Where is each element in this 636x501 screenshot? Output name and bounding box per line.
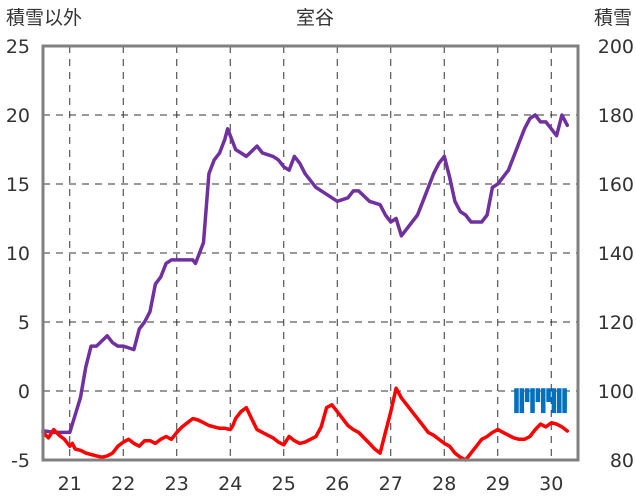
precipitation-bar	[524, 388, 530, 403]
y2-tick-label: 200	[598, 36, 634, 58]
precipitation-bar	[535, 388, 541, 403]
x-tick-label: 21	[58, 473, 82, 495]
x-tick-label: 30	[539, 473, 563, 495]
precipitation-bar	[551, 388, 557, 414]
x-tick-label: 29	[486, 473, 510, 495]
y-tick-label: -5	[11, 450, 30, 472]
y2-tick-label: 100	[598, 381, 634, 403]
gridlines	[43, 46, 578, 460]
y2-tick-label: 140	[598, 243, 634, 265]
left-axis-label: 積雪以外	[6, 7, 82, 29]
precipitation-bar	[519, 388, 525, 414]
y-tick-label: 0	[18, 381, 30, 403]
x-tick-label: 22	[111, 473, 135, 495]
y2-tick-label: 180	[598, 105, 634, 127]
right-axis-label: 積雪	[594, 7, 632, 29]
y-tick-label: 5	[18, 312, 30, 334]
y-tick-label: 20	[6, 105, 30, 127]
y-tick-label: 25	[6, 36, 30, 58]
x-tick-label: 23	[165, 473, 189, 495]
x-tick-label: 26	[325, 473, 349, 495]
snow-depth-line	[41, 113, 570, 435]
y2-tick-label: 80	[610, 450, 634, 472]
y-tick-label: 10	[6, 243, 30, 265]
chart-title: 室谷	[296, 7, 334, 29]
precipitation-bar	[514, 388, 519, 414]
precipitation-bar	[530, 388, 535, 414]
precipitation-bar	[540, 388, 546, 414]
precipitation-bar	[546, 388, 551, 403]
y2-tick-label: 120	[598, 312, 634, 334]
x-tick-label: 25	[272, 473, 296, 495]
series-lines	[41, 113, 570, 462]
x-tick-label: 27	[379, 473, 403, 495]
precipitation-bar	[557, 388, 562, 414]
precipitation-bars	[514, 388, 567, 414]
temperature-line	[41, 386, 570, 462]
precipitation-bar	[562, 388, 567, 414]
x-tick-label: 28	[432, 473, 456, 495]
tick-labels: 25 20 15 10 5 0 -5 200 180 160 140 120 100 80 21 22 23 24…	[6, 36, 634, 495]
y2-tick-label: 160	[598, 174, 634, 196]
x-tick-label: 24	[218, 473, 242, 495]
y-tick-label: 15	[6, 174, 30, 196]
plot-frame	[41, 44, 580, 462]
